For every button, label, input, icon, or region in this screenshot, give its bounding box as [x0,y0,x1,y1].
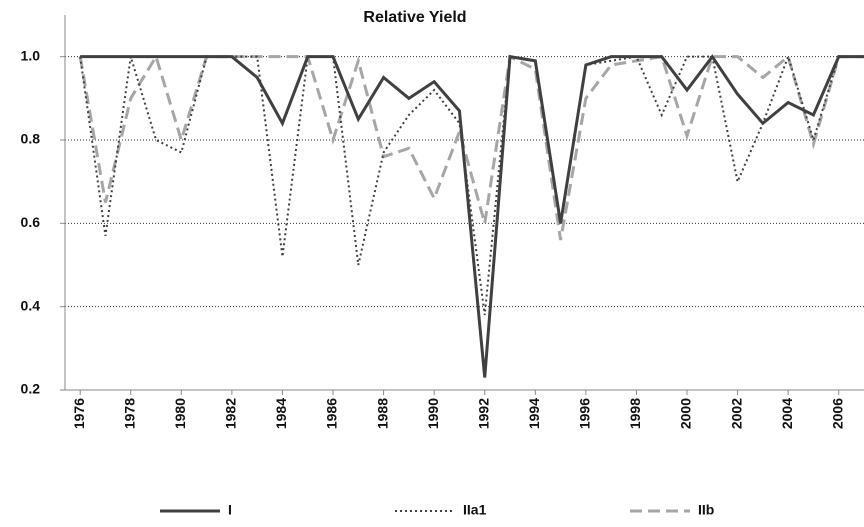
y-tick-label: 0.2 [21,381,41,397]
x-tick-label: 1990 [425,398,441,429]
legend-label: I [228,502,232,518]
x-tick-label: 2004 [779,398,795,429]
x-tick-label: 1986 [324,398,340,429]
y-tick-label: 0.4 [21,297,41,313]
series-line [80,54,864,378]
x-tick-label: 1994 [526,398,542,429]
x-tick-label: 1982 [223,398,239,429]
x-tick-label: 1980 [172,398,188,429]
x-tick-label: 1992 [475,398,491,429]
x-tick-label: 1984 [273,398,289,429]
x-tick-label: 1988 [374,398,390,429]
x-tick-label: 1996 [577,398,593,429]
x-tick-label: 1976 [71,398,87,429]
y-tick-label: 1.0 [21,47,41,63]
x-tick-label: 2006 [829,398,845,429]
x-tick-label: 1998 [627,398,643,429]
x-tick-label: 2000 [678,398,694,429]
legend-label: IIa1 [463,502,487,518]
x-tick-label: 2002 [728,398,744,429]
chart-title: Relative Yield [363,9,466,26]
y-tick-label: 0.8 [21,131,41,147]
legend-label: IIb [698,502,714,518]
series-line [79,53,864,316]
series-line [78,53,864,241]
y-tick-label: 0.6 [21,214,41,230]
x-tick-label: 1978 [121,398,137,429]
